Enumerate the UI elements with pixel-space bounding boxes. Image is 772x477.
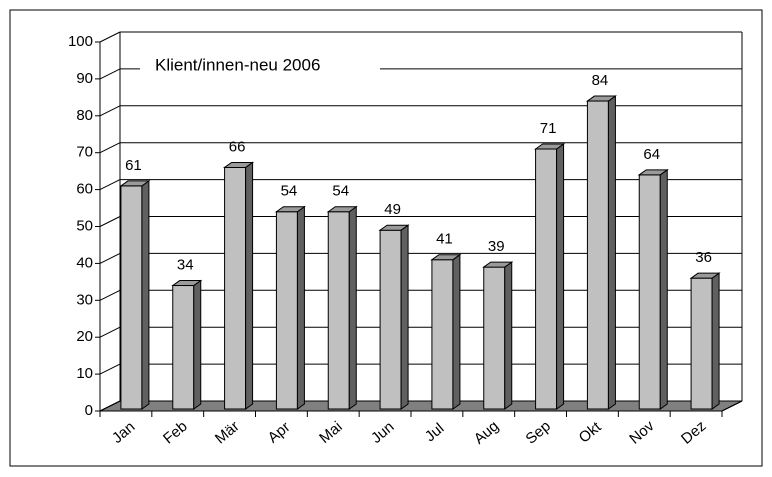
floor-edge — [721, 400, 743, 412]
bar-front — [431, 259, 454, 410]
chart-title: Klient/innen-neu 2006 — [155, 55, 320, 74]
bar-side — [607, 95, 616, 410]
bar-top — [171, 280, 203, 287]
y-tick-label: 80 — [76, 107, 93, 124]
bar-top — [534, 143, 566, 150]
y-tick-label: 30 — [76, 291, 93, 308]
bar-front — [224, 166, 247, 410]
bar-side — [348, 205, 357, 410]
title-background — [140, 52, 380, 78]
grid-line — [99, 326, 121, 338]
bar — [326, 205, 358, 410]
grid-line — [99, 179, 121, 191]
bar — [534, 143, 566, 410]
bar — [274, 205, 306, 410]
bar — [171, 279, 203, 410]
data-label: 39 — [488, 238, 505, 255]
bar-top — [689, 272, 721, 279]
bar-top — [378, 224, 410, 231]
y-tick-label: 90 — [76, 70, 93, 87]
bar-side — [141, 179, 150, 410]
bar-front — [690, 277, 713, 410]
bar-top — [119, 180, 151, 187]
bar — [689, 272, 721, 410]
grid-line — [99, 142, 121, 154]
bar-side — [659, 168, 668, 410]
y-tick-label: 60 — [76, 181, 93, 198]
data-label: 66 — [229, 138, 246, 155]
data-label: 71 — [540, 120, 557, 137]
y-tick-label: 50 — [76, 217, 93, 234]
bar-front — [638, 174, 661, 410]
bar-top — [326, 206, 358, 213]
bar-front — [172, 285, 195, 410]
bar-top — [430, 254, 462, 261]
bar-side — [556, 143, 565, 410]
data-label: 54 — [332, 183, 349, 200]
bar — [430, 253, 462, 410]
bar-front — [483, 266, 506, 410]
bar-side — [452, 253, 461, 410]
data-label: 64 — [643, 146, 660, 163]
bar — [585, 95, 617, 410]
bar-side — [400, 224, 409, 410]
bar-top — [274, 206, 306, 213]
data-label: 61 — [125, 157, 142, 174]
bar-side — [296, 205, 305, 410]
bar-top — [223, 161, 255, 168]
y-tick-label: 10 — [76, 365, 93, 382]
bar-top — [482, 261, 514, 268]
data-label: 54 — [281, 183, 298, 200]
bar-front — [327, 211, 350, 410]
y-tick-label: 20 — [76, 328, 93, 345]
bar — [378, 224, 410, 410]
grid-line — [99, 31, 121, 43]
bar-side — [504, 261, 513, 410]
bar — [637, 168, 669, 410]
bar — [119, 179, 151, 410]
y-tick-label: 0 — [85, 402, 93, 419]
data-label: 36 — [695, 249, 712, 266]
grid-line — [99, 363, 121, 375]
grid-line — [99, 105, 121, 117]
y-tick-label: 40 — [76, 254, 93, 271]
data-label: 49 — [384, 201, 401, 218]
bar-side — [245, 161, 254, 410]
bar-front — [535, 148, 558, 410]
bar-front — [379, 229, 402, 410]
grid-line — [99, 68, 121, 80]
data-label: 41 — [436, 231, 453, 248]
bar-top — [585, 95, 617, 102]
bar-front — [586, 100, 609, 410]
grid-line — [99, 216, 121, 227]
bar-side — [193, 279, 202, 410]
bar-front — [275, 211, 298, 410]
bar — [223, 161, 255, 410]
bar-top — [637, 169, 669, 176]
grid-line — [99, 289, 121, 301]
data-label: 84 — [592, 72, 609, 89]
y-tick-label: 100 — [68, 33, 93, 50]
bar-front — [120, 185, 143, 410]
y-tick-label: 70 — [76, 144, 93, 161]
grid-line — [99, 400, 121, 412]
data-label: 34 — [177, 257, 194, 274]
bar-side — [711, 272, 720, 410]
bar — [482, 261, 514, 410]
grid-line — [99, 252, 121, 264]
